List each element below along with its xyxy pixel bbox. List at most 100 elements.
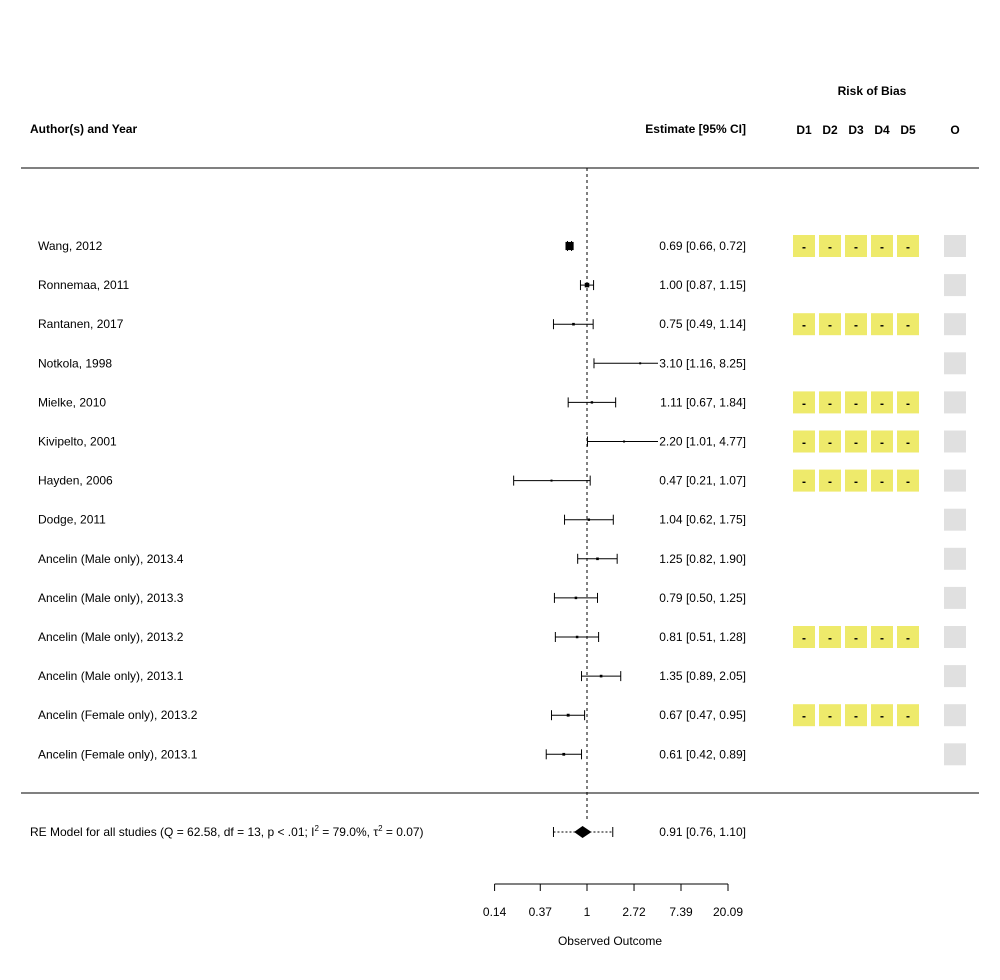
rob-cell-label: - bbox=[880, 240, 884, 254]
rob-cell-label: - bbox=[880, 709, 884, 723]
study-label: Ancelin (Male only), 2013.4 bbox=[38, 552, 184, 566]
study-row: Ancelin (Male only), 2013.3 0.79 [0.50, 1… bbox=[38, 586, 966, 609]
rob-cell-label: - bbox=[854, 396, 858, 410]
overall-rob-cell bbox=[944, 274, 966, 297]
rob-cell-d3 bbox=[845, 430, 867, 453]
study-label: Notkola, 1998 bbox=[38, 356, 112, 370]
point-estimate bbox=[590, 401, 594, 404]
rob-cell-d2 bbox=[819, 704, 841, 727]
study-row: Ancelin (Male only), 2013.4 1.25 [0.82, 1… bbox=[38, 547, 966, 570]
rob-cell-label: - bbox=[906, 240, 910, 254]
estimate-text: 2.20 [1.01, 4.77] bbox=[659, 435, 746, 449]
point-estimate bbox=[572, 322, 575, 326]
rob-cell-d4 bbox=[871, 235, 893, 257]
x-axis-tick-label: 7.39 bbox=[669, 905, 693, 919]
rob-cell-label: - bbox=[906, 709, 910, 723]
x-axis-label: Observed Outcome bbox=[558, 934, 662, 948]
rob-cell-d2 bbox=[819, 626, 841, 648]
rob-cell-label: - bbox=[828, 396, 832, 410]
rob-cell-d4 bbox=[871, 469, 893, 492]
study-rows: Wang, 2012 0.69 [0.66, 0.72] - - - - - Ronnemaa… bbox=[38, 235, 966, 766]
overall-rob-cell bbox=[944, 430, 966, 453]
rob-cell-label: - bbox=[880, 475, 884, 489]
rob-cell-label: - bbox=[880, 396, 884, 410]
rob-cell-d4 bbox=[871, 430, 893, 453]
estimate-text: 0.81 [0.51, 1.28] bbox=[659, 630, 746, 644]
x-axis: Observed Outcome 0.14 0.37 1 2.72 7.39 20.09 bbox=[483, 883, 743, 948]
estimate-text: 0.67 [0.47, 0.95] bbox=[659, 708, 746, 722]
overall-rob-cell bbox=[944, 665, 966, 688]
point-estimate bbox=[562, 752, 566, 756]
rob-cell-label: - bbox=[854, 709, 858, 723]
study-label: Dodge, 2011 bbox=[38, 513, 106, 527]
point-estimate bbox=[565, 241, 574, 251]
rob-cell-d3 bbox=[845, 626, 867, 648]
study-row: Hayden, 2006 0.47 [0.21, 1.07] - - - - - bbox=[38, 469, 966, 492]
summary-row: RE Model for all studies (Q = 62.58, df … bbox=[30, 824, 746, 839]
rob-cell-label: - bbox=[854, 318, 858, 332]
summary-diamond bbox=[574, 826, 592, 838]
rob-domain-header-d4: D4 bbox=[874, 123, 890, 137]
point-estimate bbox=[574, 596, 578, 600]
study-row: Notkola, 1998 3.10 [1.16, 8.25] bbox=[38, 352, 966, 375]
rob-cell-d4 bbox=[871, 391, 893, 414]
overall-rob-cell bbox=[944, 352, 966, 375]
rob-cell-d2 bbox=[819, 430, 841, 453]
point-estimate bbox=[639, 362, 642, 365]
study-row: Wang, 2012 0.69 [0.66, 0.72] - - - - - bbox=[38, 235, 966, 257]
point-estimate bbox=[584, 282, 590, 288]
estimate-text: 1.11 [0.67, 1.84] bbox=[660, 395, 746, 409]
rob-cell-label: - bbox=[802, 240, 806, 254]
x-axis-tick-label: 2.72 bbox=[622, 905, 646, 919]
rob-cell-d1 bbox=[793, 626, 815, 648]
rob-cell-label: - bbox=[802, 396, 806, 410]
rob-cell-label: - bbox=[828, 631, 832, 645]
rob-cell-d2 bbox=[819, 391, 841, 414]
study-column-header: Author(s) and Year bbox=[30, 122, 137, 136]
study-label: Ancelin (Male only), 2013.1 bbox=[38, 669, 184, 683]
rob-cell-d3 bbox=[845, 469, 867, 492]
rob-domain-header-d5: D5 bbox=[900, 123, 916, 137]
rob-cell-label: - bbox=[880, 631, 884, 645]
overall-rob-cell bbox=[944, 469, 966, 492]
study-row: Dodge, 2011 1.04 [0.62, 1.75] bbox=[38, 508, 966, 531]
study-label: Ancelin (Female only), 2013.1 bbox=[38, 747, 198, 761]
study-row: Ronnemaa, 2011 1.00 [0.87, 1.15] bbox=[38, 274, 966, 297]
rob-cell-d1 bbox=[793, 235, 815, 257]
rob-cell-d5 bbox=[897, 313, 919, 336]
study-label: Ancelin (Female only), 2013.2 bbox=[38, 708, 198, 722]
rob-cell-d2 bbox=[819, 469, 841, 492]
rob-cell-d5 bbox=[897, 469, 919, 492]
rob-cell-d1 bbox=[793, 391, 815, 414]
study-label: Mielke, 2010 bbox=[38, 395, 106, 409]
overall-rob-cell bbox=[944, 391, 966, 414]
rob-cell-label: - bbox=[802, 436, 806, 450]
study-row: Rantanen, 2017 0.75 [0.49, 1.14] - - - - - bbox=[38, 313, 966, 336]
rob-cell-d3 bbox=[845, 313, 867, 336]
study-label: Hayden, 2006 bbox=[38, 474, 113, 488]
estimate-text: 3.10 [1.16, 8.25] bbox=[659, 356, 746, 370]
x-axis-tick-label: 20.09 bbox=[713, 905, 743, 919]
rob-cell-d3 bbox=[845, 704, 867, 727]
rob-cell-d5 bbox=[897, 704, 919, 727]
summary-label: RE Model for all studies (Q = 62.58, df … bbox=[30, 824, 424, 839]
rob-cell-d5 bbox=[897, 430, 919, 453]
rob-cell-label: - bbox=[880, 318, 884, 332]
rob-cell-label: - bbox=[880, 436, 884, 450]
rob-cell-d4 bbox=[871, 313, 893, 336]
rob-cell-label: - bbox=[802, 475, 806, 489]
x-axis-tick-label: 0.37 bbox=[529, 905, 553, 919]
point-estimate bbox=[575, 635, 579, 639]
study-label: Ronnemaa, 2011 bbox=[38, 278, 130, 292]
rob-cell-d1 bbox=[793, 313, 815, 336]
risk-of-bias-title: Risk of Bias bbox=[838, 84, 907, 98]
estimate-text: 0.47 [0.21, 1.07] bbox=[659, 474, 746, 488]
rob-cell-d3 bbox=[845, 391, 867, 414]
rob-cell-label: - bbox=[906, 318, 910, 332]
point-estimate bbox=[599, 674, 603, 678]
overall-rob-cell bbox=[944, 743, 966, 766]
point-estimate bbox=[550, 479, 553, 482]
overall-rob-cell bbox=[944, 586, 966, 609]
rob-cell-label: - bbox=[906, 631, 910, 645]
